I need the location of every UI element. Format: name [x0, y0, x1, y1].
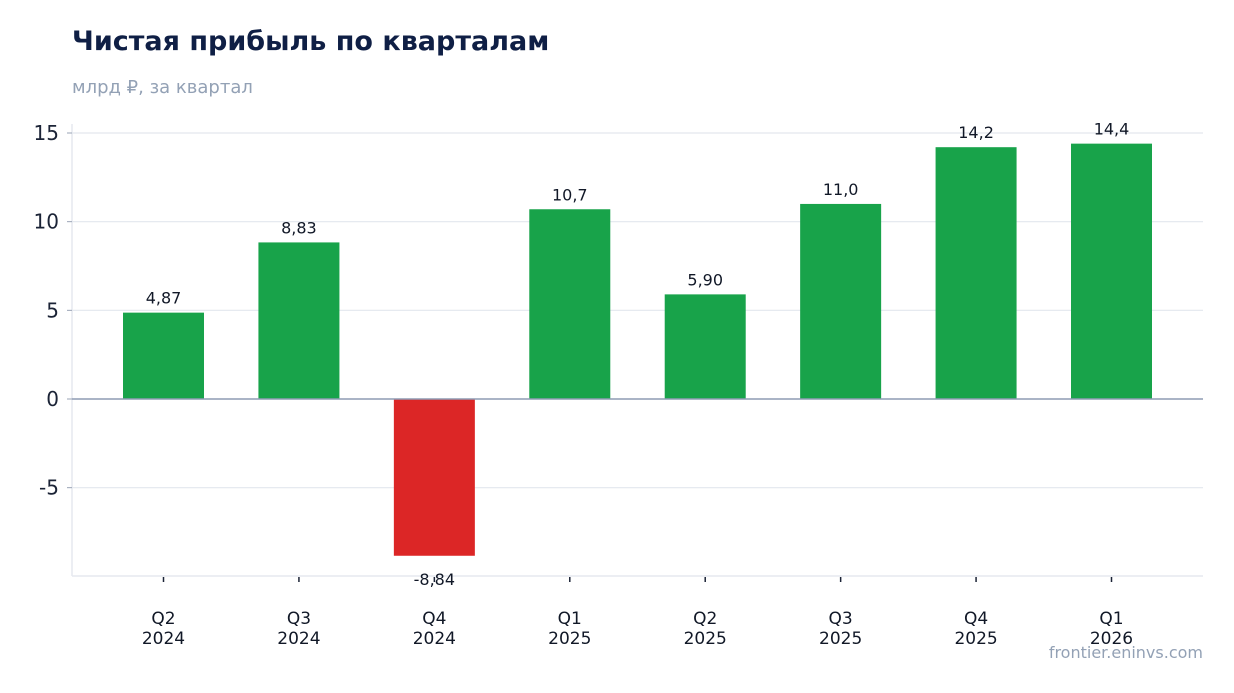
bar-value-label: 11,0: [823, 180, 859, 199]
bar-positive: [800, 203, 882, 399]
bar-negative: [393, 399, 475, 556]
bar-positive: [258, 242, 340, 399]
x-tick-label: Q4 2025: [954, 609, 997, 649]
bar-value-label: 4,87: [146, 289, 182, 308]
x-tick-label: Q4 2024: [413, 609, 456, 649]
x-tick-label: Q2 2025: [684, 609, 727, 649]
y-tick-label: -5: [39, 476, 59, 500]
bar-positive: [935, 147, 1017, 399]
bar-positive: [529, 209, 611, 399]
source-label: frontier.eninvs.com: [1048, 643, 1203, 662]
bar-value-label: 5,90: [687, 270, 723, 289]
chart-subtitle: млрд ₽, за квартал: [72, 77, 253, 98]
x-tick-label: Q3 2024: [277, 609, 320, 649]
x-tick-label: Q3 2025: [819, 609, 862, 649]
x-tick-label: Q1 2026: [1090, 609, 1133, 649]
y-tick-label: 5: [46, 298, 59, 322]
chart-title: Чистая прибыль по кварталам: [72, 26, 550, 57]
bar-positive: [1071, 143, 1152, 399]
x-tick-label: Q1 2025: [548, 609, 591, 649]
bar-positive: [664, 294, 746, 399]
bar-value-label: 14,2: [958, 123, 994, 142]
bar-value-label: 10,7: [552, 185, 588, 204]
bar-value-label: 8,83: [281, 218, 317, 237]
y-tick-label: 15: [34, 121, 59, 145]
bar-positive: [123, 312, 204, 399]
y-tick-label: 10: [34, 210, 59, 234]
bar-value-label: 14,4: [1094, 120, 1130, 139]
y-tick-label: 0: [46, 387, 59, 411]
x-tick-label: Q2 2024: [142, 609, 185, 649]
